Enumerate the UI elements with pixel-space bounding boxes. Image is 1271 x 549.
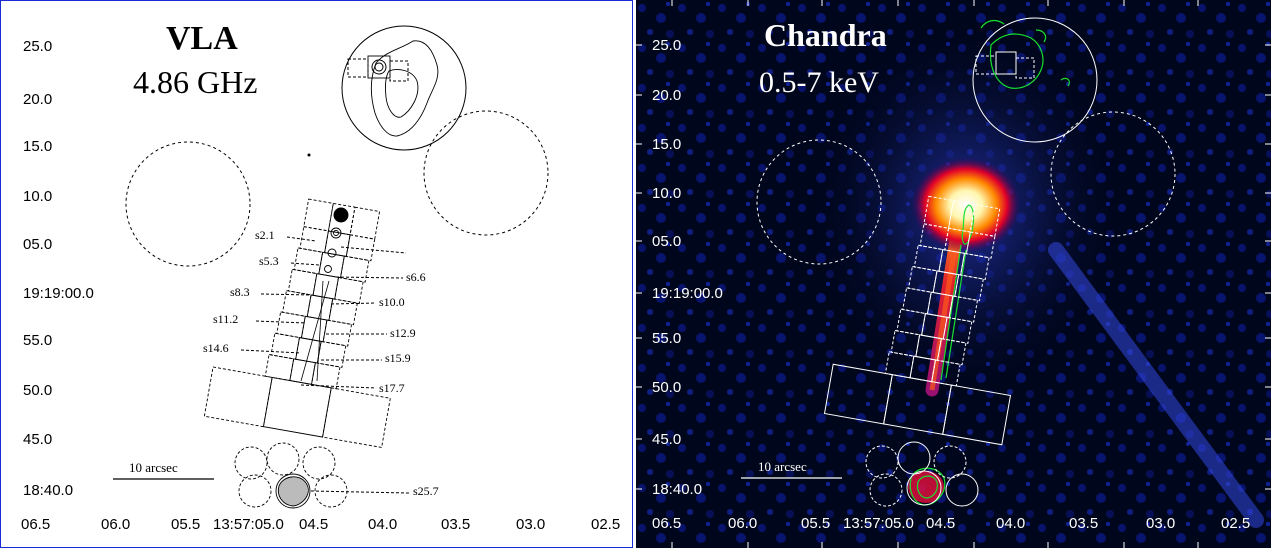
x-tick: 06.0 xyxy=(101,516,130,533)
region-labels: s2.1 s5.3 s6.6 s8.3 s10.0 s11.2 s12.9 s1… xyxy=(203,228,439,498)
x-tick: 02.5 xyxy=(591,516,620,533)
vla-panel: VLA 4.86 GHz 25.0 20.0 15.0 10.0 05.0 19… xyxy=(0,0,633,548)
y-tick: 50.0 xyxy=(652,379,681,396)
region-label: s5.3 xyxy=(259,254,279,268)
x-tick: 04.5 xyxy=(299,516,328,533)
y-tick: 19:19:00.0 xyxy=(652,285,723,302)
y-tick: 45.0 xyxy=(652,431,681,448)
background-region-circle xyxy=(125,141,251,267)
vla-x-axis: 06.5 06.0 05.5 13:57:05.0 04.5 04.0 03.5… xyxy=(21,516,620,533)
region-label: s6.6 xyxy=(406,270,426,284)
chandra-y-axis: 25.0 20.0 15.0 10.0 05.0 19:19:00.0 55.0… xyxy=(652,37,723,498)
chandra-image: Chandra 0.5-7 keV 25.0 20.0 15.0 10.0 05… xyxy=(636,0,1271,548)
frame-ticks xyxy=(636,0,1271,548)
region-label: s11.2 xyxy=(213,312,238,326)
chandra-regions xyxy=(756,17,1176,507)
vla-image: VLA 4.86 GHz 25.0 20.0 15.0 10.0 05.0 19… xyxy=(21,20,620,533)
x-tick: 06.5 xyxy=(652,515,681,532)
x-tick: 03.0 xyxy=(516,516,545,533)
y-tick: 55.0 xyxy=(652,330,681,347)
x-tick: 05.5 xyxy=(171,516,200,533)
y-tick: 05.0 xyxy=(23,236,52,253)
chandra-scalebar-label: 10 arcsec xyxy=(758,459,807,474)
x-tick: 03.5 xyxy=(1069,515,1098,532)
vla-hotspot-circle xyxy=(341,25,467,151)
xray-filament xyxy=(1048,242,1264,528)
background-region-circle xyxy=(423,110,549,236)
radio-contours xyxy=(909,19,1070,506)
x-tick: 05.5 xyxy=(801,515,830,532)
vla-scalebar-label: 10 arcsec xyxy=(129,460,178,475)
y-tick: 18:40.0 xyxy=(652,481,702,498)
x-tick: 13:57:05.0 xyxy=(843,515,914,532)
y-tick: 05.0 xyxy=(652,233,681,250)
x-tick: 06.0 xyxy=(728,515,757,532)
y-tick: 45.0 xyxy=(23,431,52,448)
chandra-x-axis: 06.5 06.0 05.5 13:57:05.0 04.5 04.0 03.5… xyxy=(652,515,1250,532)
x-tick: 04.5 xyxy=(926,515,955,532)
y-tick: 20.0 xyxy=(23,91,52,108)
vla-title: VLA xyxy=(166,20,238,57)
x-tick: 06.5 xyxy=(21,516,50,533)
x-tick: 02.5 xyxy=(1221,515,1250,532)
y-tick: 10.0 xyxy=(23,188,52,205)
y-tick: 15.0 xyxy=(23,138,52,155)
region-label: s25.7 xyxy=(413,484,439,498)
vla-subtitle: 4.86 GHz xyxy=(133,64,257,100)
y-tick: 25.0 xyxy=(652,37,681,54)
chandra-subtitle: 0.5-7 keV xyxy=(759,66,879,99)
region-label: s10.0 xyxy=(379,295,405,309)
x-tick: 04.0 xyxy=(368,516,397,533)
x-tick: 03.5 xyxy=(441,516,470,533)
vla-y-axis: 25.0 20.0 15.0 10.0 05.0 19:19:00.0 55.0… xyxy=(23,38,94,499)
y-tick: 15.0 xyxy=(652,136,681,153)
y-tick: 19:19:00.0 xyxy=(23,285,94,302)
y-tick: 55.0 xyxy=(23,332,52,349)
region-label: s17.7 xyxy=(379,381,405,395)
x-tick: 04.0 xyxy=(996,515,1025,532)
x-tick: 03.0 xyxy=(1146,515,1175,532)
region-label: s2.1 xyxy=(255,228,275,242)
y-tick: 20.0 xyxy=(652,87,681,104)
region-label: s12.9 xyxy=(390,326,416,340)
region-label: s14.6 xyxy=(203,341,229,355)
chandra-title: Chandra xyxy=(764,17,887,53)
y-tick: 25.0 xyxy=(23,38,52,55)
y-tick: 18:40.0 xyxy=(23,482,73,499)
chandra-panel: Chandra 0.5-7 keV 25.0 20.0 15.0 10.0 05… xyxy=(636,0,1271,548)
y-tick: 10.0 xyxy=(652,185,681,202)
xray-core xyxy=(911,157,1021,253)
x-tick: 13:57:05.0 xyxy=(213,516,284,533)
region-label: s8.3 xyxy=(230,285,250,299)
region-label: s15.9 xyxy=(385,351,411,365)
y-tick: 50.0 xyxy=(23,382,52,399)
jet-region-boxes xyxy=(203,198,391,509)
